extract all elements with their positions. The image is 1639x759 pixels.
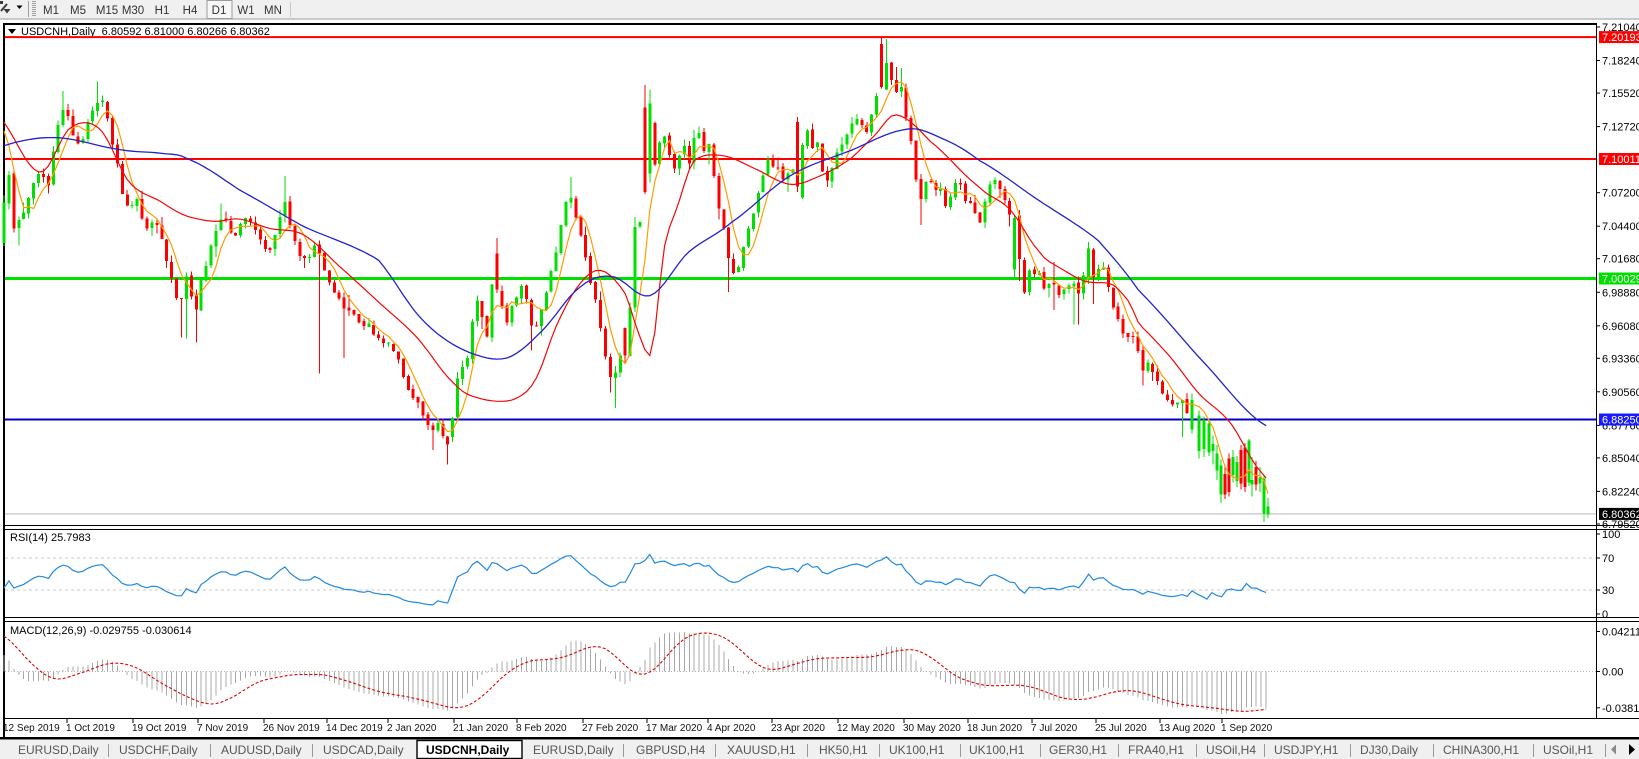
svg-text:6.85040: 6.85040 xyxy=(1602,453,1639,465)
svg-text:0.00: 0.00 xyxy=(1602,667,1623,679)
svg-text:USDCNH,Daily 6.80592 6.81000: USDCNH,Daily 6.80592 6.81000 6.80266 6.8… xyxy=(21,26,270,38)
svg-text:17 Mar 2020: 17 Mar 2020 xyxy=(646,723,703,734)
svg-text:USOil,H4: USOil,H4 xyxy=(1206,743,1256,757)
svg-text:7.15520: 7.15520 xyxy=(1602,88,1639,100)
svg-text:100: 100 xyxy=(1602,529,1620,541)
svg-text:7 Jul 2020: 7 Jul 2020 xyxy=(1031,723,1078,734)
svg-text:0.042118: 0.042118 xyxy=(1602,627,1639,639)
svg-text:UK100,H1: UK100,H1 xyxy=(969,743,1025,757)
svg-text:12 Sep 2019: 12 Sep 2019 xyxy=(3,723,60,734)
svg-text:USDCNH,Daily: USDCNH,Daily xyxy=(426,743,510,757)
svg-text:18 Jun 2020: 18 Jun 2020 xyxy=(967,723,1022,734)
svg-text:7 Nov 2019: 7 Nov 2019 xyxy=(197,723,249,734)
svg-text:RSI(14) 25.7983: RSI(14) 25.7983 xyxy=(10,532,91,544)
svg-text:USDCAD,Daily: USDCAD,Daily xyxy=(323,743,404,757)
svg-text:HK50,H1: HK50,H1 xyxy=(819,743,868,757)
svg-text:6.82240: 6.82240 xyxy=(1602,486,1639,498)
svg-text:7.10011: 7.10011 xyxy=(1602,154,1639,166)
svg-text:H4: H4 xyxy=(183,5,198,17)
svg-text:7.20193: 7.20193 xyxy=(1602,32,1639,44)
svg-text:1 Oct 2019: 1 Oct 2019 xyxy=(66,723,115,734)
svg-text:6.98880: 6.98880 xyxy=(1602,287,1639,299)
svg-text:CHINA300,H1: CHINA300,H1 xyxy=(1443,743,1519,757)
svg-text:EURUSD,Daily: EURUSD,Daily xyxy=(18,743,99,757)
svg-text:GER30,H1: GER30,H1 xyxy=(1049,743,1107,757)
svg-text:FRA40,H1: FRA40,H1 xyxy=(1128,743,1184,757)
svg-text:26 Nov 2019: 26 Nov 2019 xyxy=(263,723,320,734)
svg-text:EURUSD,Daily: EURUSD,Daily xyxy=(533,743,614,757)
svg-text:7.18240: 7.18240 xyxy=(1602,56,1639,68)
svg-text:0: 0 xyxy=(1602,609,1608,621)
svg-text:7.12720: 7.12720 xyxy=(1602,122,1639,134)
svg-text:MN: MN xyxy=(264,5,282,17)
svg-text:7.01680: 7.01680 xyxy=(1602,254,1639,266)
svg-text:MACD(12,26,9) -0.029755 -0.030: MACD(12,26,9) -0.029755 -0.030614 xyxy=(10,625,192,637)
svg-text:-0.038198: -0.038198 xyxy=(1602,703,1639,715)
svg-text:25 Jul 2020: 25 Jul 2020 xyxy=(1095,723,1147,734)
svg-text:DJ30,Daily: DJ30,Daily xyxy=(1360,743,1418,757)
svg-text:M1: M1 xyxy=(43,5,59,17)
svg-text:12 May 2020: 12 May 2020 xyxy=(837,723,895,734)
svg-text:6.93360: 6.93360 xyxy=(1602,353,1639,365)
svg-text:6.90560: 6.90560 xyxy=(1602,387,1639,399)
svg-text:H1: H1 xyxy=(155,5,170,17)
svg-text:23 Apr 2020: 23 Apr 2020 xyxy=(771,723,825,734)
svg-text:19 Oct 2019: 19 Oct 2019 xyxy=(132,723,187,734)
svg-text:70: 70 xyxy=(1602,553,1614,565)
svg-text:M15: M15 xyxy=(96,5,118,17)
svg-text:GBPUSD,H4: GBPUSD,H4 xyxy=(636,743,706,757)
svg-text:USDCHF,Daily: USDCHF,Daily xyxy=(119,743,198,757)
svg-text:7.07200: 7.07200 xyxy=(1602,188,1639,200)
svg-text:30 May 2020: 30 May 2020 xyxy=(903,723,961,734)
svg-text:6.88250: 6.88250 xyxy=(1602,415,1639,427)
svg-text:D1: D1 xyxy=(212,5,227,17)
svg-text:W1: W1 xyxy=(237,5,254,17)
svg-text:1 Sep 2020: 1 Sep 2020 xyxy=(1221,723,1273,734)
svg-text:6.80362: 6.80362 xyxy=(1602,509,1639,521)
svg-text:7.00029: 7.00029 xyxy=(1602,274,1639,286)
svg-text:6.96080: 6.96080 xyxy=(1602,321,1639,333)
svg-text:21 Jan 2020: 21 Jan 2020 xyxy=(453,723,508,734)
svg-text:M30: M30 xyxy=(122,5,144,17)
svg-text:27 Feb 2020: 27 Feb 2020 xyxy=(582,723,639,734)
svg-text:14 Dec 2019: 14 Dec 2019 xyxy=(326,723,383,734)
svg-text:2 Jan 2020: 2 Jan 2020 xyxy=(387,723,437,734)
svg-text:6.79520: 6.79520 xyxy=(1602,519,1639,531)
svg-text:M5: M5 xyxy=(70,5,86,17)
svg-text:XAUUSD,H1: XAUUSD,H1 xyxy=(727,743,796,757)
svg-text:13 Aug 2020: 13 Aug 2020 xyxy=(1159,723,1216,734)
svg-text:UK100,H1: UK100,H1 xyxy=(889,743,945,757)
svg-text:USOil,H1: USOil,H1 xyxy=(1543,743,1593,757)
svg-text:USDJPY,H1: USDJPY,H1 xyxy=(1274,743,1339,757)
svg-text:7.04400: 7.04400 xyxy=(1602,221,1639,233)
svg-text:4 Apr 2020: 4 Apr 2020 xyxy=(707,723,756,734)
svg-text:8 Feb 2020: 8 Feb 2020 xyxy=(516,723,567,734)
svg-text:30: 30 xyxy=(1602,585,1614,597)
svg-text:AUDUSD,Daily: AUDUSD,Daily xyxy=(221,743,302,757)
svg-text:7.21040: 7.21040 xyxy=(1602,22,1639,34)
